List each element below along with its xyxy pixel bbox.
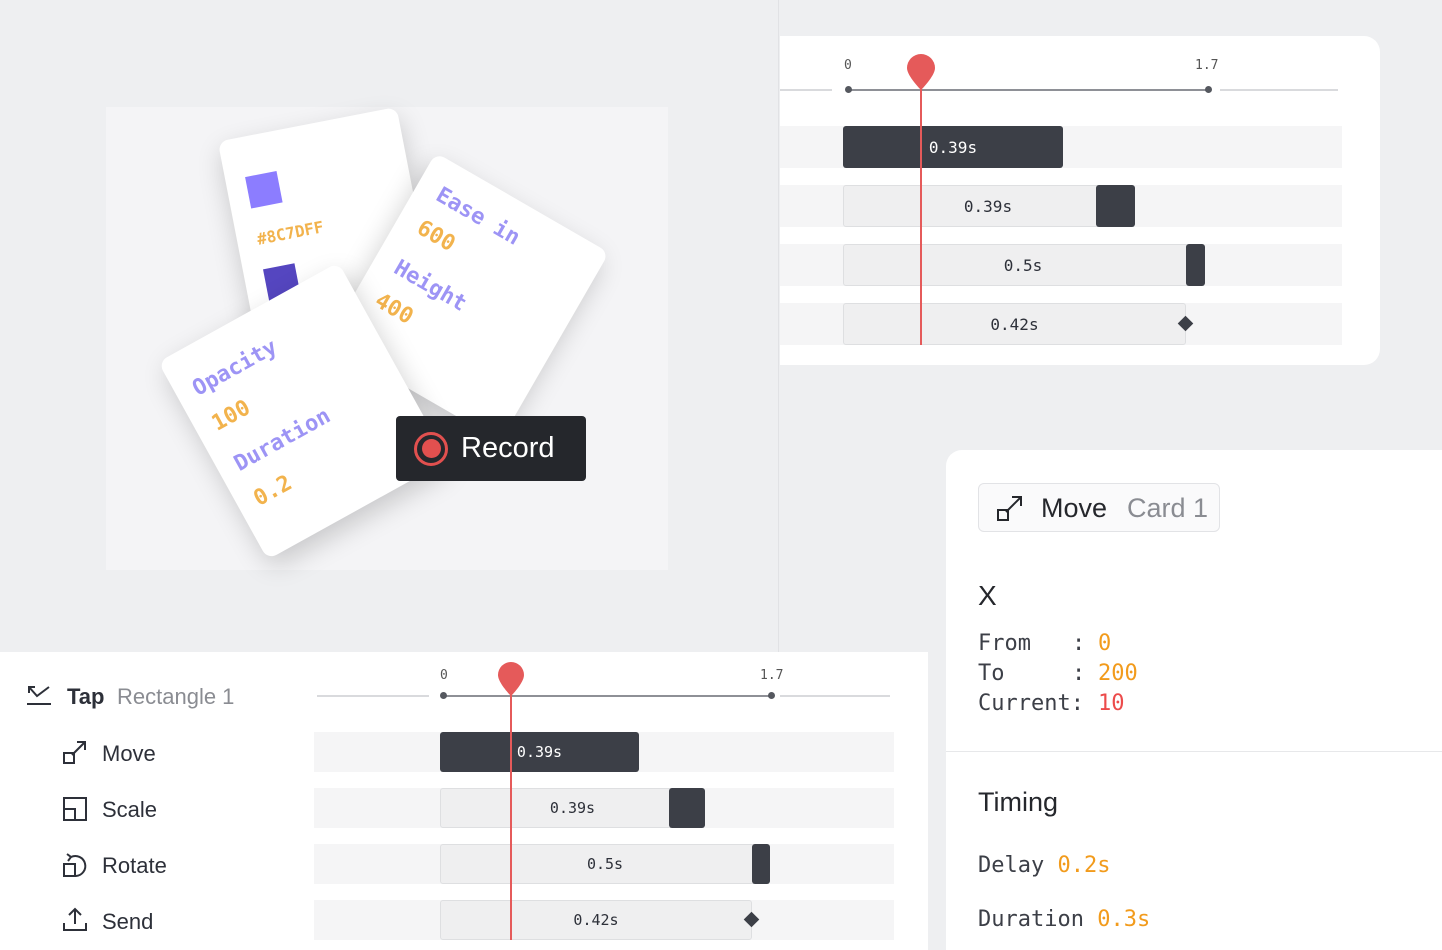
duration-row: Duration 0.3s (978, 907, 1150, 932)
action-rotate-label[interactable]: Rotate (102, 853, 167, 878)
current-row: Current: 10 (978, 691, 1125, 716)
rotate-track[interactable] (843, 244, 1189, 286)
move-icon (63, 741, 86, 764)
record-icon (414, 431, 448, 466)
delay-row: Delay 0.2s (978, 853, 1110, 878)
ruler-end-dot (1205, 86, 1212, 93)
color-swatch-light (245, 171, 283, 209)
send-track[interactable] (843, 303, 1186, 345)
color-hex-label: #8C7DFF (255, 217, 326, 249)
tap-icon (27, 686, 51, 705)
rotate-bar-label: 0.5s (440, 844, 770, 884)
to-row: To:200 (978, 661, 1138, 686)
opacity-value: 100 (207, 395, 255, 437)
playhead-pin-icon[interactable] (905, 52, 937, 92)
record-button[interactable]: Record (396, 416, 586, 481)
chip-target: Card 1 (1127, 493, 1209, 523)
ruler-line (848, 89, 1210, 91)
to-value[interactable]: 200 (1098, 661, 1138, 686)
bar-value: 0.39s (928, 137, 978, 157)
trigger-label[interactable]: Tap (67, 684, 105, 709)
bar-value: 0.5s (586, 855, 624, 873)
ruler-line-left (317, 695, 429, 697)
ruler-end-dot (768, 692, 775, 699)
scale-knob[interactable] (1096, 185, 1135, 227)
ease-value: 600 (412, 215, 460, 258)
trigger-target[interactable]: Rectangle 1 (117, 684, 235, 709)
bar-value: 0.42s (990, 314, 1039, 334)
tick-start: 0 (440, 668, 448, 683)
ruler-line-right (1220, 89, 1338, 91)
ruler-line (444, 695, 772, 697)
bar-value: 0.5s (1003, 255, 1043, 275)
action-chip[interactable]: Move Card 1 (978, 483, 1220, 532)
move-duration-bar[interactable]: 0.39s (440, 732, 639, 772)
tick-end: 1.7 (760, 668, 784, 683)
bar-value: 0.39s (549, 799, 596, 817)
rotate-knob[interactable] (1186, 244, 1205, 286)
scale-knob[interactable] (669, 788, 705, 828)
from-sep: : (1072, 631, 1086, 656)
ruler-start-dot (440, 692, 447, 699)
duration-value[interactable]: 0.3s (1097, 907, 1151, 932)
move-icon (997, 496, 1022, 521)
playhead-pin-icon[interactable] (496, 660, 526, 698)
ruler-start-dot (845, 86, 852, 93)
action-send-label[interactable]: Send (102, 909, 154, 934)
send-icon (63, 907, 87, 931)
to-sep: : (1072, 661, 1086, 686)
height-value: 400 (370, 288, 418, 330)
bar-value: 0.39s (963, 196, 1013, 216)
opacity-label: Opacity (188, 334, 282, 402)
playhead-line (510, 688, 512, 940)
property-name: X (978, 580, 997, 611)
rotate-icon (63, 853, 87, 877)
tick-end: 1.7 (1195, 58, 1219, 73)
inspector-panel: Move Card 1 X From:0 To:200 Current: 10 T… (946, 450, 1442, 950)
action-move-label[interactable]: Move (102, 741, 156, 766)
scale-bar-label: 0.39s (843, 185, 1133, 227)
to-label: To (978, 661, 1005, 686)
chip-action: Move (1041, 493, 1108, 523)
tick-start: 0 (844, 58, 852, 73)
move-duration-bar[interactable]: 0.39s (843, 126, 1063, 168)
from-row: From:0 (978, 631, 1111, 656)
scale-bar-label: 0.39s (440, 788, 705, 828)
section-divider (946, 751, 1442, 752)
ruler-line-right (780, 695, 890, 697)
timeline-panel-top: 0 1.7 0.39s 0.39s 0.5s 0.42s (780, 36, 1380, 365)
timing-title: Timing (978, 787, 1059, 817)
delay-label: Delay (978, 853, 1045, 878)
scale-icon (63, 797, 87, 821)
record-button-label: Record (461, 432, 555, 464)
rotate-bar-label: 0.5s (843, 244, 1203, 286)
current-value: 10 (1098, 691, 1125, 716)
action-scale-label[interactable]: Scale (102, 797, 158, 822)
bar-value: 0.42s (573, 911, 619, 929)
playhead-line (920, 82, 922, 345)
duration-label: Duration (978, 907, 1084, 932)
timeline-panel-bottom: Tap Rectangle 1 0 1.7 Move 0.39s Scale 0… (0, 652, 928, 950)
bar-value: 0.39s (516, 743, 563, 761)
current-label: Current: (978, 691, 1084, 716)
rotate-track[interactable] (440, 844, 758, 884)
ruler-line-left (780, 89, 832, 91)
from-value[interactable]: 0 (1098, 631, 1112, 656)
delay-value[interactable]: 0.2s (1057, 853, 1111, 878)
rotate-knob[interactable] (752, 844, 770, 884)
send-bar-label: 0.42s (843, 303, 1186, 345)
duration-value: 0.2 (249, 470, 297, 512)
from-label: From (978, 631, 1031, 656)
send-bar-label: 0.42s (440, 900, 752, 940)
